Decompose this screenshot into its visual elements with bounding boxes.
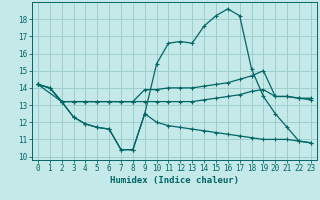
X-axis label: Humidex (Indice chaleur): Humidex (Indice chaleur): [110, 176, 239, 185]
